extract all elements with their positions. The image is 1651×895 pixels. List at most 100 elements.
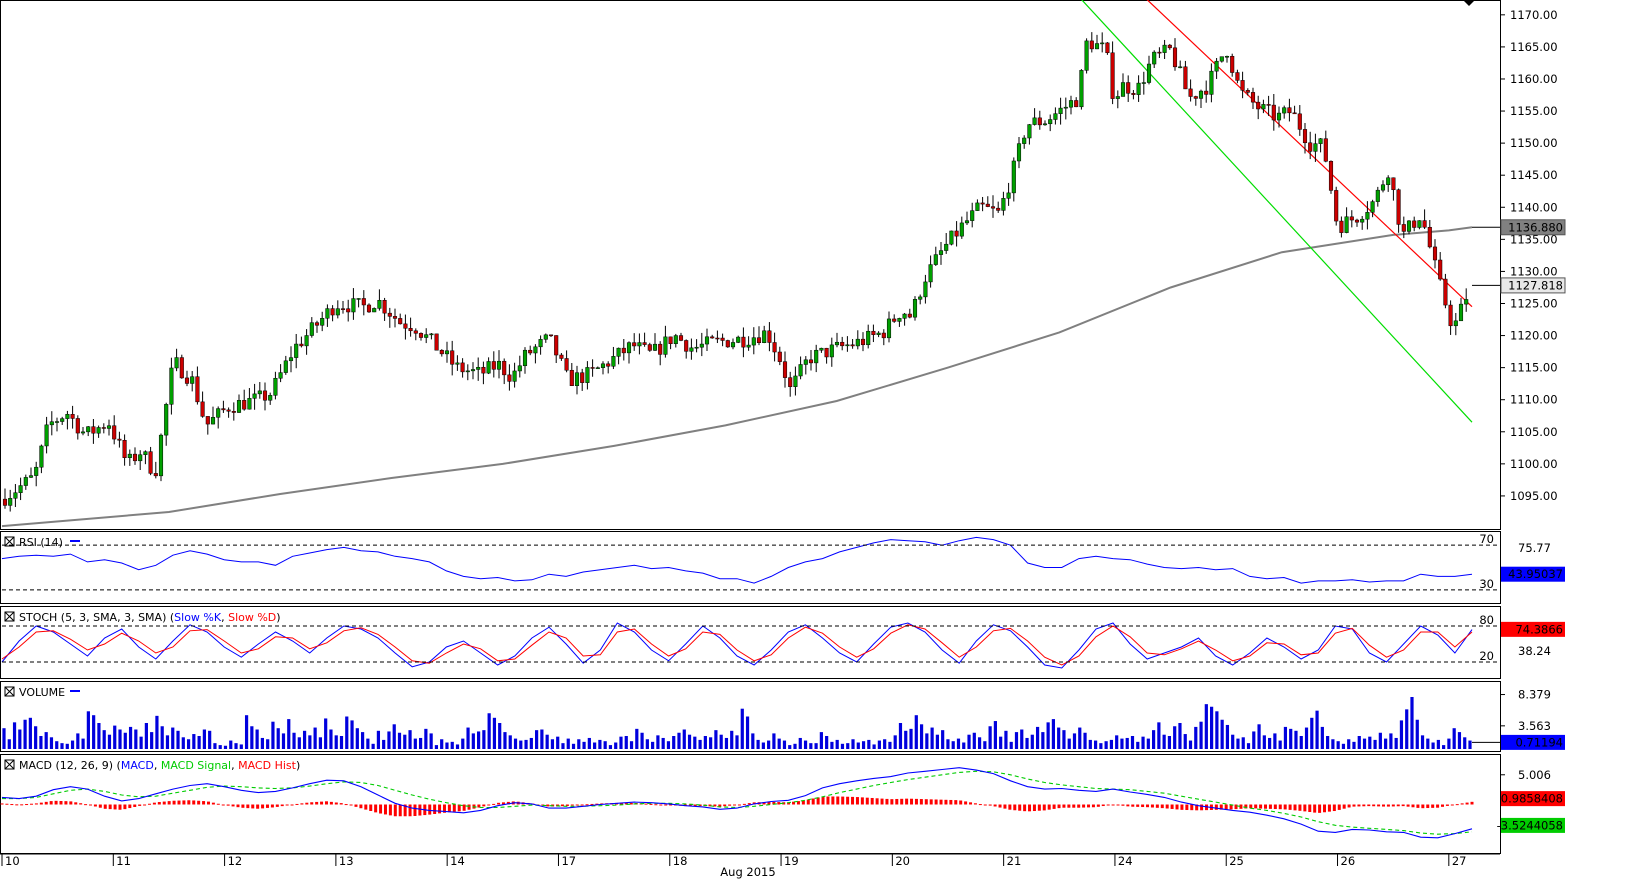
candle[interactable] (1230, 53, 1235, 77)
candle[interactable] (767, 322, 772, 352)
candle[interactable] (788, 371, 793, 397)
candle[interactable] (226, 407, 231, 418)
candle[interactable] (1219, 56, 1224, 63)
candle[interactable] (481, 361, 486, 385)
candle[interactable] (23, 474, 28, 490)
candle[interactable] (1318, 138, 1323, 153)
candle[interactable] (829, 337, 834, 367)
candle[interactable] (574, 365, 580, 395)
candle[interactable] (1458, 297, 1464, 322)
candle[interactable] (548, 334, 554, 338)
candle[interactable] (1417, 220, 1422, 230)
candle[interactable] (938, 242, 944, 265)
candle[interactable] (1292, 105, 1297, 115)
candle[interactable] (866, 324, 871, 349)
candle[interactable] (96, 425, 101, 438)
candle[interactable] (1022, 135, 1027, 149)
candle[interactable] (658, 341, 663, 366)
candle[interactable] (918, 294, 923, 305)
candle[interactable] (928, 255, 933, 288)
candle[interactable] (1391, 177, 1396, 201)
candle[interactable] (70, 405, 75, 429)
candle[interactable] (39, 444, 44, 474)
candle[interactable] (1422, 209, 1427, 230)
candle[interactable] (200, 391, 205, 418)
candle[interactable] (694, 339, 699, 353)
candle[interactable] (320, 311, 325, 332)
candle[interactable] (741, 327, 746, 358)
candle[interactable] (1360, 215, 1365, 230)
candle[interactable] (850, 339, 855, 349)
candle[interactable] (205, 416, 210, 435)
candle[interactable] (782, 351, 788, 388)
candle[interactable] (1115, 90, 1120, 109)
candle[interactable] (132, 447, 138, 465)
candle[interactable] (1152, 50, 1157, 69)
candle[interactable] (1037, 110, 1042, 130)
candle[interactable] (273, 371, 278, 400)
candle[interactable] (564, 350, 569, 373)
candle[interactable] (1063, 97, 1068, 120)
candle[interactable] (294, 333, 299, 369)
candle[interactable] (278, 364, 283, 383)
candle[interactable] (361, 290, 366, 316)
candle[interactable] (1224, 55, 1230, 63)
candle[interactable] (793, 366, 798, 396)
candle[interactable] (923, 274, 928, 304)
candle[interactable] (720, 333, 725, 347)
candle[interactable] (611, 346, 616, 370)
candle[interactable] (242, 389, 247, 411)
candle[interactable] (340, 301, 346, 314)
candle[interactable] (65, 410, 70, 430)
candle[interactable] (392, 308, 398, 328)
candle[interactable] (1011, 157, 1016, 202)
candle[interactable] (980, 196, 985, 212)
candle[interactable] (871, 324, 876, 343)
candle[interactable] (1250, 87, 1256, 109)
macd-panel[interactable]: MACD (12, 26, 9) (MACD, MACD Signal, MAC… (0, 759, 1566, 839)
candle[interactable] (34, 461, 39, 487)
candle[interactable] (1131, 89, 1136, 100)
candle[interactable] (803, 356, 808, 375)
candle[interactable] (725, 339, 730, 348)
candle[interactable] (247, 388, 252, 410)
candle[interactable] (1365, 201, 1370, 230)
candle[interactable] (959, 216, 964, 239)
candle[interactable] (954, 221, 959, 247)
candle[interactable] (1464, 288, 1469, 312)
candle[interactable] (907, 308, 912, 319)
candle[interactable] (1354, 218, 1360, 227)
candle[interactable] (75, 415, 80, 440)
candle[interactable] (153, 461, 158, 479)
candle[interactable] (678, 332, 684, 342)
candle[interactable] (1396, 188, 1401, 233)
candle[interactable] (231, 402, 236, 421)
candle[interactable] (1323, 130, 1328, 163)
candle[interactable] (860, 332, 866, 352)
candle[interactable] (762, 325, 767, 344)
candle[interactable] (1162, 39, 1167, 59)
candle[interactable] (377, 289, 382, 311)
candle[interactable] (912, 296, 918, 321)
resistance-trendline[interactable] (1143, 0, 1473, 308)
candle[interactable] (1100, 32, 1105, 53)
candle[interactable] (1302, 123, 1308, 154)
candle[interactable] (892, 314, 897, 323)
candle[interactable] (190, 371, 195, 392)
candle[interactable] (112, 415, 117, 445)
candle[interactable] (684, 339, 689, 359)
candle[interactable] (86, 426, 91, 437)
candle[interactable] (798, 356, 803, 380)
candle[interactable] (1136, 75, 1141, 102)
candle[interactable] (221, 400, 226, 413)
candle[interactable] (1094, 34, 1100, 50)
candle[interactable] (28, 467, 34, 479)
candle[interactable] (252, 383, 257, 410)
candle[interactable] (746, 336, 751, 351)
candle[interactable] (1380, 180, 1386, 193)
candle[interactable] (1375, 186, 1380, 207)
candle[interactable] (106, 419, 112, 436)
candle[interactable] (621, 339, 626, 361)
candle[interactable] (1167, 43, 1172, 50)
candle[interactable] (413, 328, 418, 341)
